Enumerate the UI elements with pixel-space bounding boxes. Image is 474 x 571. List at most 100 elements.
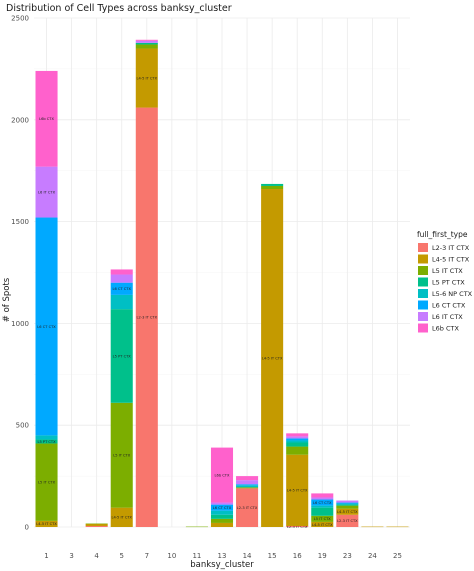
bars: L4-5 IT CTX L5 IT CTX L5 PT CTX L6 CT CTX L6… [35,39,409,529]
x-tick-label: 15 [268,552,277,560]
chart-title: Distribution of Cell Types across banksy… [6,3,232,14]
legend-swatch [418,277,428,287]
bar-segment [286,436,309,439]
bar-segment [236,485,259,488]
legend-label: L4-5 IT CTX [432,256,470,264]
bar-segment [135,44,158,49]
legend-label: L5-6 NP CTX [432,290,473,298]
x-tick-label: 14 [243,552,252,560]
bar-segment [386,526,409,528]
bar-segment [210,522,234,527]
bar-segment [110,274,133,283]
legend-label: L5 IT CTX [432,267,463,275]
bar-segment [261,183,284,186]
y-tick-label: 2000 [11,116,29,124]
y-tick-label: 0 [25,524,29,532]
legend-label: L2-3 IT CTX [432,244,470,252]
bar-segment [85,523,108,526]
bar-segment [286,454,309,526]
bar-segment [336,500,359,503]
legend-label: L6b CTX [432,325,459,333]
bar-segment [35,435,58,440]
bar-segment [236,476,259,481]
bar-segment [336,514,359,527]
bar-segment [236,480,259,485]
bar-segment [210,514,234,519]
bar-segment [286,442,309,447]
y-axis: 0 500 1000 1500 2000 2500 [11,15,29,532]
bar-segment-label: L4-5 IT CTX [111,516,132,520]
bar-segment [286,525,309,527]
bar-segment [361,526,384,528]
bar-segment-label: L2-3 IT CTX [287,525,308,529]
bar-segment [261,189,284,528]
bar-segment [336,503,359,505]
bar-segment [35,166,58,218]
bar-segment [286,446,309,455]
bar-segment [85,525,108,527]
legend-swatch [418,266,428,275]
bar-segment-label: L5 IT CTX [314,517,332,521]
y-tick-label: 1000 [11,320,29,328]
y-axis-title: # of Spots [2,277,12,322]
x-tick-label: 5 [119,552,123,560]
x-tick-label: 24 [368,552,377,560]
bar-segment [286,438,309,441]
bar-segment [336,504,359,506]
bar-segment [135,48,158,108]
legend-swatch [418,289,428,298]
x-tick-label: 4 [94,552,99,560]
bar-segment [311,493,334,498]
bar-segment-label: L4-5 IT CTX [287,489,308,493]
bar-segment-label: L5 PT CTX [37,440,56,444]
bar-segment-label: L4-5 IT CTX [312,523,333,527]
bar-segment-label: L6 IT CTX [38,190,56,194]
bar-segment-label: L6b CTX [215,473,230,477]
bar-segment [110,269,133,275]
bar-segment-label: L6b CTX [39,117,54,121]
bar-segment [35,439,58,444]
bar-segment [110,309,133,403]
bar-segment [336,502,359,504]
bar-segment [286,440,309,443]
bar-segment [210,447,234,503]
bar-segment [236,487,259,489]
bar-segment-label: L6 CT CTX [113,287,132,291]
bar-segment [35,443,58,521]
bar-segment-label: L5 PT CTX [113,354,132,358]
bar-segment [35,217,58,436]
bar-segment [110,402,133,508]
bar-segment [110,507,133,527]
bar-segment-label: L5 IT CTX [113,454,131,458]
legend-swatch [418,300,428,310]
bar-segment [311,499,334,506]
y-tick-label: 500 [16,422,29,430]
bar-segment [311,507,334,516]
bar-segment [35,70,58,167]
x-tick-label: 1 [44,552,48,560]
bar-segment [110,282,133,295]
x-tick-label: 11 [192,552,201,560]
bar-segment [286,433,309,437]
bar-segment [336,505,359,509]
bar-segment [110,294,133,310]
x-axis-title: banksy_cluster [190,560,254,570]
bar-segment [236,484,259,486]
bar-segment [311,497,334,500]
bar-segment-label: L6 CT CTX [313,501,332,505]
bar-segment-label: L2-3 IT CTX [337,519,358,523]
bar-segment [210,510,234,515]
bar-segment [311,515,334,522]
bar-segment [336,508,359,515]
bar-segment-label: L2-3 IT CTX [137,316,158,320]
bar-segment-label: L2-3 IT CTX [237,506,258,510]
bar-segment-label: L6 CT CTX [213,506,232,510]
x-tick-label: 16 [293,552,302,560]
bar-segment-label: L5 IT CTX [38,481,56,485]
legend-label: L6 IT CTX [432,313,463,321]
bar-segment [311,521,334,527]
bar-segment [210,518,234,523]
x-axis: 1 3 4 5 7 10 11 13 14 15 16 19 23 24 25 [44,552,402,560]
x-tick-label: 10 [167,552,176,560]
